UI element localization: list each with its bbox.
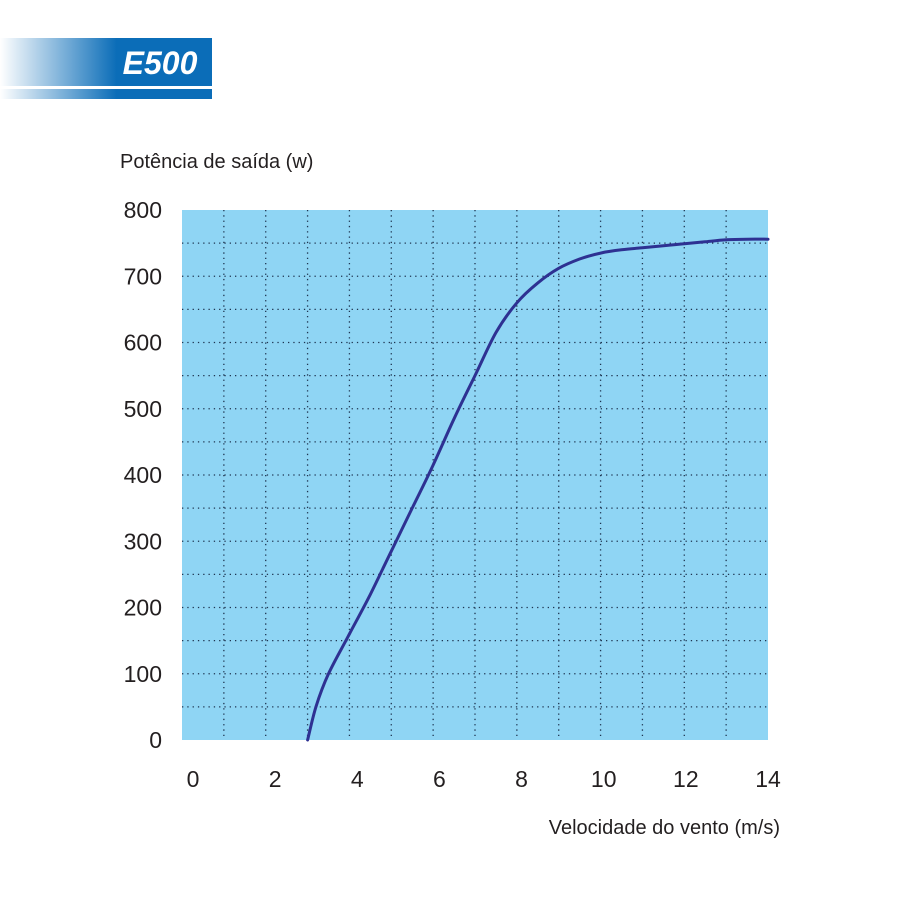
x-tick-label: 2 [269,766,282,792]
badge-background [0,38,212,86]
x-tick-labels: 0 2 4 6 8 10 12 14 [187,766,781,792]
x-axis-title: Velocidade do vento (m/s) [549,817,780,839]
y-tick-label: 300 [124,528,162,554]
badge-label: E500 [123,45,198,81]
x-tick-label: 12 [673,766,699,792]
x-tick-label: 0 [187,766,200,792]
power-curve-line [306,237,770,742]
x-tick-label: 6 [433,766,446,792]
y-tick-label: 0 [149,727,162,753]
x-tick-label: 10 [591,766,617,792]
grid-lines [182,210,768,740]
y-tick-label: 400 [124,462,162,488]
y-tick-label: 500 [124,396,162,422]
x-tick-label: 14 [755,766,781,792]
badge-underline [0,89,212,99]
y-tick-label: 700 [124,263,162,289]
x-tick-label: 4 [351,766,364,792]
y-tick-label: 200 [124,595,162,621]
y-tick-labels: 0 100 200 300 400 500 600 700 800 [124,197,162,753]
y-tick-label: 100 [124,661,162,687]
y-tick-label: 600 [124,330,162,356]
model-badge: E500 [0,38,212,99]
y-tick-label: 800 [124,197,162,223]
x-tick-label: 8 [515,766,528,792]
y-axis-title: Potência de saída (w) [120,151,313,173]
